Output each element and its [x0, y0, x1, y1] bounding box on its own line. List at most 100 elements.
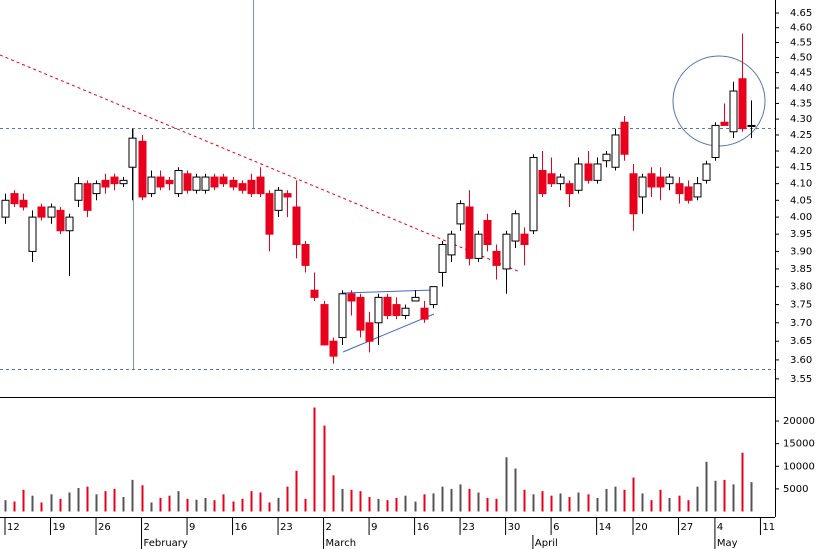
candle-body	[1, 199, 10, 218]
candle-body	[92, 183, 101, 195]
candle-body	[110, 176, 119, 185]
candle-body	[374, 296, 383, 324]
candle-body	[429, 286, 438, 306]
candle-body	[565, 183, 574, 195]
candle-body	[647, 173, 656, 188]
candle-body	[420, 307, 429, 320]
y-tick-label: 4.15	[790, 162, 812, 173]
y-tick-label: 4.25	[790, 130, 812, 141]
y-tick-label: 4.65	[790, 8, 812, 19]
candle-body	[638, 176, 647, 198]
x-tick-label: 16	[235, 522, 248, 533]
month-label: April	[535, 538, 558, 549]
candle-body	[56, 209, 65, 232]
candle-body	[629, 173, 638, 215]
candle-body	[556, 176, 565, 185]
x-tick-label: 30	[508, 522, 521, 533]
candle-body	[238, 183, 247, 191]
candle-body	[10, 193, 19, 205]
candle-body	[229, 179, 238, 188]
candle-body	[465, 206, 474, 259]
candle-body	[156, 176, 165, 188]
month-label: May	[717, 538, 738, 549]
x-tick-label: 20	[635, 522, 648, 533]
candle-body	[65, 216, 74, 232]
candle-body	[474, 233, 483, 259]
candle-body	[620, 121, 629, 155]
candle-body	[83, 183, 92, 211]
candle-body	[456, 203, 465, 225]
x-tick-label: 12	[7, 522, 20, 533]
y-tick-label: 3.85	[790, 264, 812, 275]
candle-body	[392, 304, 401, 316]
x-tick-label: 6	[553, 522, 559, 533]
candle-body	[483, 220, 492, 246]
candle-body	[593, 163, 602, 181]
x-tick-label: 27	[681, 522, 694, 533]
x-tick-label: 4	[717, 522, 723, 533]
y-tick-label: 3.55	[790, 374, 812, 385]
candle-body	[502, 233, 511, 270]
candle-body	[28, 216, 37, 252]
y-tick-label: 4.40	[790, 83, 812, 94]
y-tick-label: 3.95	[790, 229, 812, 240]
y-tick-label: 4.35	[790, 98, 812, 109]
y-tick-label: 3.65	[790, 336, 812, 347]
candle-body	[147, 176, 156, 195]
candle-body	[19, 199, 28, 208]
volume-tick-label: 20000	[783, 416, 815, 427]
candle-body	[602, 153, 611, 162]
volume-tick-label: 10000	[783, 461, 815, 472]
candle-body	[174, 169, 183, 195]
candle-body	[128, 137, 137, 168]
y-tick-label: 4.00	[790, 212, 812, 223]
candle-body	[438, 244, 447, 273]
y-tick-label: 4.45	[790, 68, 812, 79]
candle-body	[520, 233, 529, 246]
x-tick-label: 23	[462, 522, 475, 533]
y-tick-label: 3.60	[790, 355, 812, 366]
candle-body	[274, 189, 283, 211]
candle-body	[320, 304, 329, 346]
candle-body	[656, 176, 665, 188]
candle-body	[247, 179, 256, 195]
y-tick-label: 4.10	[790, 179, 812, 190]
y-tick-label: 4.20	[790, 146, 812, 157]
month-label: March	[326, 538, 356, 549]
candle-body	[529, 156, 538, 232]
candle-body	[574, 163, 583, 191]
candle-body	[511, 213, 520, 242]
candle-body	[729, 90, 738, 133]
candle-body	[702, 163, 711, 181]
y-tick-label: 4.50	[790, 52, 812, 63]
candle-body	[347, 293, 356, 302]
y-tick-label: 3.80	[790, 282, 812, 293]
candle-body	[492, 250, 501, 266]
candle-body	[210, 176, 219, 188]
y-tick-label: 4.05	[790, 195, 812, 206]
candle-body	[101, 179, 110, 188]
candle-body	[292, 206, 301, 246]
volume-tick-label: 5000	[783, 484, 808, 495]
triangle-line	[342, 289, 435, 294]
triangle-line	[342, 313, 435, 353]
candle-body	[219, 176, 228, 185]
candle-body	[720, 121, 729, 126]
trend-line	[0, 54, 521, 273]
y-tick-label: 4.30	[790, 114, 812, 125]
candle-body	[338, 293, 347, 339]
candle-body	[283, 193, 292, 198]
candle-body	[256, 176, 265, 195]
candle-body	[447, 233, 456, 256]
candle-body	[665, 176, 674, 185]
candle-body	[74, 183, 83, 201]
candle-body	[138, 140, 147, 198]
candle-body	[183, 173, 192, 191]
month-label: February	[144, 538, 188, 549]
candle-body	[538, 169, 547, 195]
y-tick-label: 4.60	[790, 23, 812, 34]
candle-body	[547, 173, 556, 185]
candle-body	[365, 322, 374, 342]
x-tick-label: 2	[144, 522, 150, 533]
